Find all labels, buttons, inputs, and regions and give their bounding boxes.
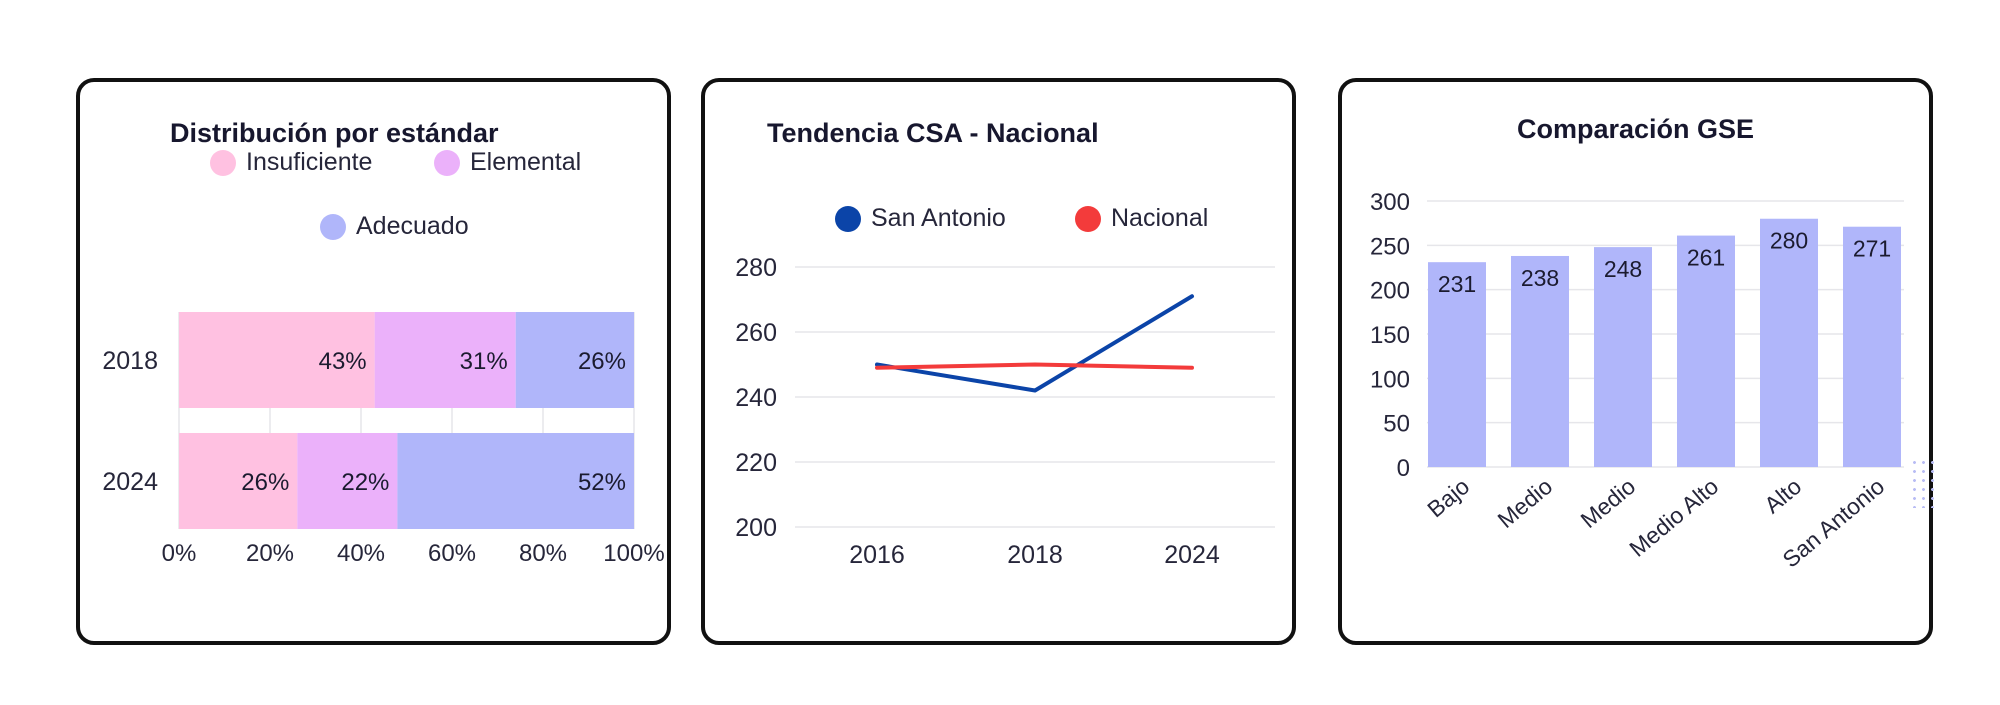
decorative-dots-icon <box>1910 458 1936 508</box>
legend-label: Insuficiente <box>246 148 373 176</box>
y-tick-label: 300 <box>1370 189 1410 216</box>
legend-label: Adecuado <box>356 212 469 240</box>
bar <box>1428 262 1486 467</box>
data-label: 248 <box>1604 256 1642 282</box>
y-tick-label: 260 <box>735 319 777 347</box>
data-label: 271 <box>1853 236 1891 262</box>
x-tick-label: 2018 <box>1007 541 1063 569</box>
legend-label: Nacional <box>1111 204 1209 232</box>
y-tick-label: 240 <box>735 384 777 412</box>
bar <box>1594 247 1652 467</box>
data-label: 52% <box>578 469 626 496</box>
y-tick-label: 200 <box>735 514 777 542</box>
data-label: 43% <box>319 348 367 375</box>
gse-bar-plot: 0 50 100 150 200 250 300 231 Bajo 238 Medio 248 Medi… <box>1370 189 1904 573</box>
bar <box>1677 235 1735 467</box>
x-tick-label: 0% <box>162 540 197 567</box>
x-category-label: Alto <box>1759 473 1806 518</box>
x-tick-label: 20% <box>246 540 294 567</box>
legend-dot-icon <box>835 205 861 232</box>
data-label: 231 <box>1438 271 1476 297</box>
series-line <box>875 294 1194 393</box>
x-tick-label: 2024 <box>1164 541 1220 569</box>
y-tick-label: 150 <box>1370 322 1410 349</box>
series-line <box>875 362 1194 370</box>
data-label: 26% <box>578 348 626 375</box>
legend-dot-icon <box>320 213 346 240</box>
bar-segment <box>515 312 634 408</box>
y-tick-label: 100 <box>1370 366 1410 393</box>
stacked-bar-plot: 0% 20% 40% 60% 80% 100% 2018 43% 31% 26% 2024 26% 22… <box>102 312 665 567</box>
x-tick-label: 80% <box>519 540 567 567</box>
gse-bar-chart-card: Comparación GSE 0 50 100 150 200 250 300 231 Baj… <box>1338 78 1933 645</box>
line-plot: 200 220 240 260 280 2016 2018 2024 <box>735 254 1275 569</box>
data-label: 238 <box>1521 265 1559 291</box>
bar <box>1511 255 1569 467</box>
legend-dot-icon <box>210 149 236 176</box>
legend-label: San Antonio <box>871 204 1006 232</box>
bar-segment <box>397 433 634 529</box>
x-tick-label: 40% <box>337 540 385 567</box>
y-tick-label: 250 <box>1370 233 1410 260</box>
bar-segment <box>179 312 375 408</box>
stacked-bar-chart-card: Distribución por estándar Insuficiente E… <box>76 78 671 645</box>
legend-item-elemental: Elemental <box>434 148 581 177</box>
data-label: 31% <box>460 348 508 375</box>
y-tick-label: 220 <box>735 449 777 477</box>
chart-title: Tendencia CSA - Nacional <box>767 118 1099 148</box>
legend-item-nacional: Nacional <box>1075 204 1208 233</box>
x-category-label: Medio <box>1576 473 1641 533</box>
legend-dot-icon <box>434 149 460 176</box>
bar <box>1843 226 1901 467</box>
x-category-label: Medio <box>1493 473 1558 533</box>
legend-item-adecuado: Adecuado <box>320 212 469 241</box>
legend-item-insuficiente: Insuficiente <box>210 148 372 177</box>
data-label: 26% <box>241 469 289 496</box>
y-tick-label: 50 <box>1383 411 1410 438</box>
x-tick-label: 100% <box>603 540 664 567</box>
y-tick-label: 200 <box>1370 278 1410 305</box>
data-label: 261 <box>1687 245 1725 271</box>
x-category-label: Medio Alto <box>1624 473 1723 562</box>
y-category-label: 2018 <box>102 347 158 375</box>
bar-segment <box>297 433 398 529</box>
x-category-label: Bajo <box>1422 473 1474 523</box>
x-tick-label: 60% <box>428 540 476 567</box>
chart-title: Distribución por estándar <box>170 118 499 148</box>
line-chart-card: Tendencia CSA - Nacional San Antonio Nac… <box>701 78 1296 645</box>
y-category-label: 2024 <box>102 468 158 496</box>
legend-label: Elemental <box>470 148 582 176</box>
bar-segment <box>179 433 298 529</box>
bar-segment <box>374 312 516 408</box>
legend-dot-icon <box>1075 205 1101 232</box>
x-tick-label: 2016 <box>849 541 905 569</box>
data-label: 280 <box>1770 228 1808 254</box>
legend-item-san-antonio: San Antonio <box>835 204 1006 233</box>
chart-title: Comparación GSE <box>1516 114 1755 144</box>
y-tick-label: 280 <box>735 254 777 282</box>
y-tick-label: 0 <box>1397 455 1410 482</box>
data-label: 22% <box>341 469 389 496</box>
bar <box>1760 218 1818 467</box>
